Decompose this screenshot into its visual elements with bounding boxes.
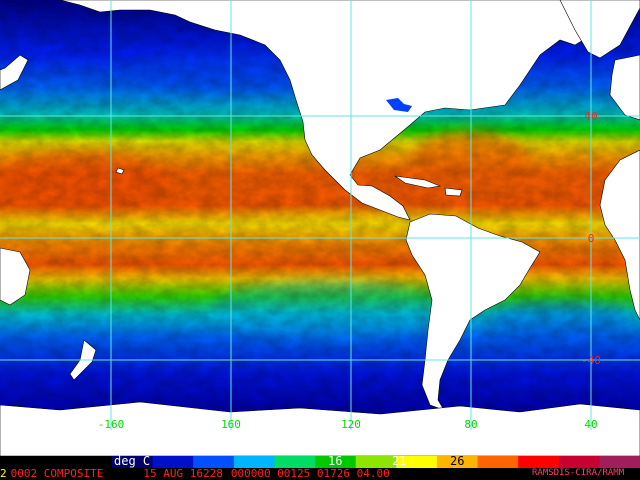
sea-surface-temperature-map: -160 160 120 80 40 40 0 -40	[0, 0, 640, 456]
latitude-label: -40	[581, 354, 601, 367]
status-bar: 2 0002 COMPOSITE 15 AUG 16228 000000 00125 …	[0, 467, 640, 480]
source-credit: RAMSDIS-CIRA/RAMM	[532, 467, 624, 480]
antarctica	[0, 402, 640, 456]
product-name: 0002 COMPOSITE	[7, 467, 104, 480]
image-date: 15 AUG 16228	[103, 467, 222, 480]
longitude-label: 80	[464, 418, 477, 431]
frame-number: 2	[0, 467, 7, 480]
latitude-label: 0	[588, 232, 595, 245]
longitude-label: -160	[98, 418, 125, 431]
longitude-label: 120	[341, 418, 361, 431]
latitude-label: 40	[584, 110, 597, 123]
longitude-label: 160	[221, 418, 241, 431]
image-fields: 000000 00125 01726 04.00	[223, 467, 390, 480]
longitude-label: 40	[584, 418, 597, 431]
